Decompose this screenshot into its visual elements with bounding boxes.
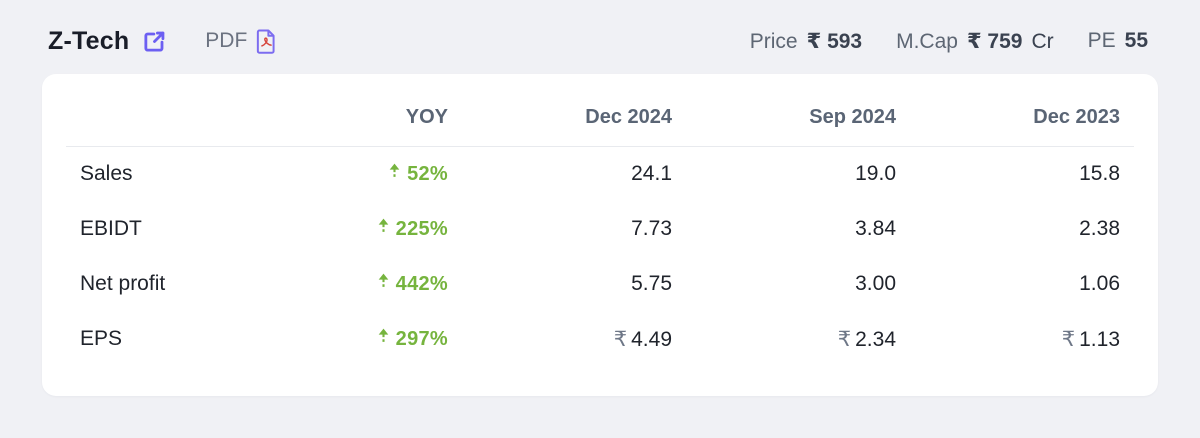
value-cell: 1.06 (910, 257, 1134, 312)
external-link-button[interactable] (141, 28, 167, 54)
up-arrow-dashed-icon (377, 327, 390, 351)
yoy-cell: 442% (377, 272, 448, 296)
value-text: 15.8 (1079, 162, 1120, 186)
stat-mcap: M.Cap ₹ 759 Cr (896, 29, 1054, 54)
stat-price-value: ₹ 593 (806, 29, 863, 53)
currency-prefix: ₹ (837, 327, 852, 351)
up-arrow-dashed-icon (377, 217, 390, 241)
value-cell: 19.0 (686, 147, 910, 202)
value-text: 5.75 (631, 272, 672, 295)
row-label: EPS (80, 327, 123, 350)
value-text: 3.00 (855, 272, 896, 295)
yoy-cell: 225% (377, 217, 448, 241)
stat-mcap-value: ₹ 759 (966, 29, 1023, 53)
value-cell: 5.75 (462, 257, 686, 312)
col-header-dec-2024: Dec 2024 (462, 74, 686, 147)
col-header-dec-2023: Dec 2023 (910, 74, 1134, 147)
value-text: 3.84 (855, 217, 896, 240)
value-text: 2.34 (855, 327, 896, 351)
col-header-metric (66, 74, 292, 147)
external-link-icon (142, 29, 167, 54)
value-cell: ₹2.34 (686, 312, 910, 367)
row-label: Net profit (80, 272, 166, 295)
stat-price: Price ₹ 593 (750, 29, 862, 54)
stat-price-label: Price (749, 29, 798, 53)
value-text: 7.73 (631, 217, 672, 240)
stat-pe-value: 55 (1124, 29, 1148, 52)
table-row: EPS 297% ₹4.49 ₹2.34 ₹1.13 (66, 312, 1134, 367)
up-arrow-dashed-icon (388, 162, 401, 186)
company-title: Z-Tech (48, 26, 130, 55)
top-bar: Z-Tech PDF Price ₹ 593 M.Cap ₹ 759 (0, 0, 1200, 58)
yoy-value: 52% (407, 162, 448, 185)
yoy-value: 297% (395, 327, 448, 350)
quarterly-results-table: YOY Dec 2024 Sep 2024 Dec 2023 Sales 52% (66, 74, 1134, 367)
value-cell: 3.00 (686, 257, 910, 312)
pdf-download-link[interactable]: PDF (205, 28, 277, 54)
col-header-yoy: YOY (292, 74, 462, 147)
value-cell: 7.73 (462, 202, 686, 257)
header-stats: Price ₹ 593 M.Cap ₹ 759 Cr PE 55 (750, 29, 1148, 54)
col-header-sep-2024: Sep 2024 (686, 74, 910, 147)
stat-mcap-suffix: Cr (1031, 29, 1054, 53)
yoy-cell: 297% (377, 327, 448, 351)
value-text: 19.0 (855, 162, 896, 186)
table-row: EBIDT 225% 7.73 3.84 2.38 (66, 202, 1134, 257)
stat-pe: PE 55 (1088, 29, 1148, 53)
value-cell: 15.8 (910, 147, 1134, 202)
value-cell: 2.38 (910, 202, 1134, 257)
row-label: EBIDT (80, 217, 142, 240)
stat-pe-label: PE (1087, 29, 1116, 52)
currency-prefix: ₹ (1061, 327, 1076, 351)
value-cell: ₹1.13 (910, 312, 1134, 367)
row-label: Sales (80, 162, 133, 186)
table-row: Net profit 442% 5.75 3.00 1.06 (66, 257, 1134, 312)
table-body: Sales 52% 24.1 19.0 15.8 EBIDT (66, 147, 1134, 367)
value-text: 4.49 (631, 327, 672, 351)
results-card: YOY Dec 2024 Sep 2024 Dec 2023 Sales 52% (42, 74, 1158, 396)
table-header: YOY Dec 2024 Sep 2024 Dec 2023 (66, 74, 1134, 147)
pdf-file-icon (256, 28, 277, 54)
value-cell: 24.1 (462, 147, 686, 202)
currency-prefix: ₹ (613, 327, 628, 351)
yoy-cell: 52% (388, 162, 448, 186)
yoy-value: 225% (395, 217, 448, 240)
pdf-link-label: PDF (205, 29, 248, 52)
value-cell: 3.84 (686, 202, 910, 257)
value-text: 1.06 (1079, 272, 1120, 295)
value-text: 24.1 (631, 162, 672, 186)
table-row: Sales 52% 24.1 19.0 15.8 (66, 147, 1134, 202)
value-cell: ₹4.49 (462, 312, 686, 367)
up-arrow-dashed-icon (377, 272, 390, 296)
yoy-value: 442% (395, 272, 448, 295)
value-text: 1.13 (1079, 327, 1120, 351)
value-text: 2.38 (1079, 217, 1120, 240)
stat-mcap-label: M.Cap (896, 29, 958, 53)
